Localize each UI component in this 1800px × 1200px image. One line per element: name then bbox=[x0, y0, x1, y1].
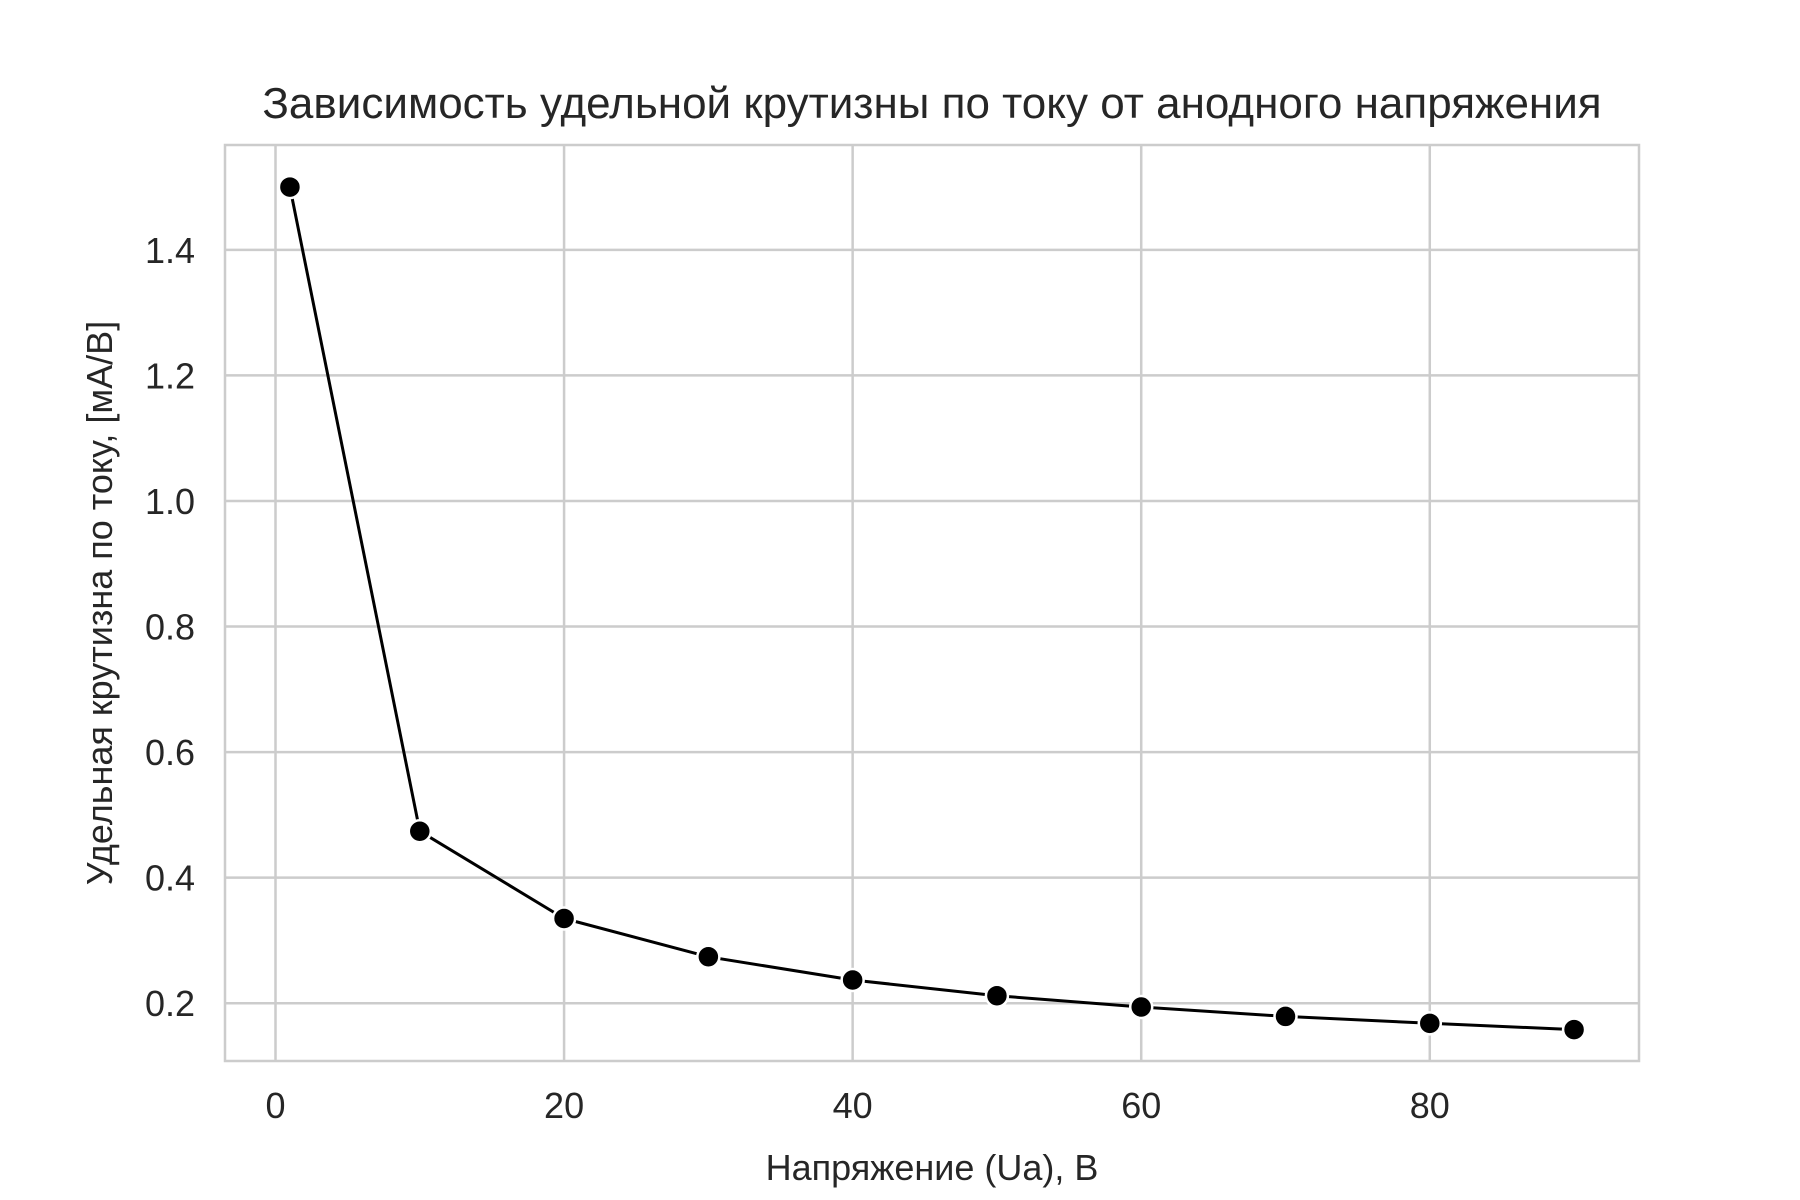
data-point bbox=[696, 944, 721, 970]
data-point bbox=[840, 967, 865, 993]
data-point bbox=[551, 906, 577, 931]
y-tick-label: 1.0 bbox=[145, 481, 195, 522]
x-tick-label: 80 bbox=[1410, 1085, 1450, 1126]
y-tick-label: 1.4 bbox=[145, 230, 195, 271]
data-point bbox=[984, 983, 1010, 1008]
plot-frame bbox=[223, 143, 1641, 1063]
data-point bbox=[277, 174, 303, 200]
data-point bbox=[407, 818, 433, 844]
x-tick-label: 0 bbox=[265, 1085, 285, 1126]
series bbox=[277, 174, 1587, 1042]
x-tick-label: 20 bbox=[544, 1085, 584, 1126]
y-axis-label: Удельная крутизна по току, [мА/В] bbox=[79, 321, 120, 885]
x-tick-label: 40 bbox=[833, 1085, 873, 1126]
data-point bbox=[1273, 1004, 1298, 1029]
y-tick-label: 0.4 bbox=[145, 858, 195, 899]
chart-title: Зависимость удельной крутизны по току от… bbox=[262, 79, 1601, 128]
y-tick-label: 0.8 bbox=[145, 607, 195, 648]
series-line bbox=[288, 186, 1575, 1032]
data-point bbox=[1561, 1017, 1587, 1042]
data-point bbox=[1128, 994, 1154, 1020]
y-tick-label: 1.2 bbox=[145, 355, 195, 396]
grid-lines bbox=[225, 145, 1639, 1061]
y-axis-ticks: 0.2 0.4 0.6 0.8 1.0 1.2 1.4 bbox=[145, 230, 195, 1024]
x-tick-label: 60 bbox=[1121, 1085, 1161, 1126]
x-axis-label: Напряжение (Ua), В bbox=[766, 1147, 1099, 1188]
x-axis-ticks: 0 20 40 60 80 bbox=[265, 1085, 1449, 1126]
data-point bbox=[1417, 1011, 1443, 1036]
y-tick-label: 0.2 bbox=[145, 983, 195, 1024]
y-tick-label: 0.6 bbox=[145, 732, 195, 773]
